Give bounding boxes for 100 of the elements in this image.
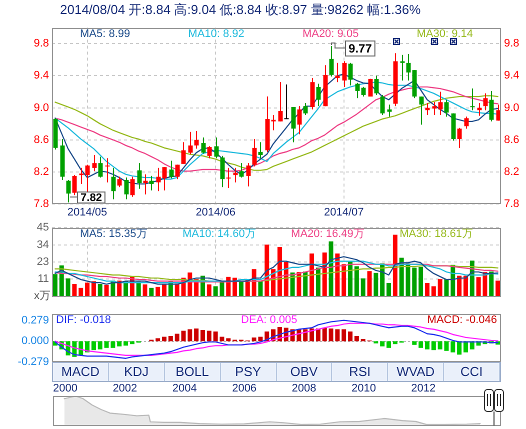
bar xyxy=(85,341,90,352)
bar xyxy=(104,284,109,296)
text: MA20: 9.05 xyxy=(302,28,359,40)
y-tick-label: 23 xyxy=(36,256,49,268)
bar xyxy=(117,280,122,296)
bar xyxy=(438,279,442,296)
series-label: MACD: -0.046 xyxy=(427,314,497,326)
bar xyxy=(238,280,244,296)
bar xyxy=(264,244,270,296)
x-tick-label: 2010 xyxy=(351,382,376,394)
bar xyxy=(380,341,385,346)
y-tick-label: -0.279 xyxy=(18,356,49,368)
x-tick-label: 2014/05 xyxy=(67,206,108,219)
candlestick xyxy=(111,167,116,200)
candlestick xyxy=(355,82,360,99)
y-tick-label: 9.4 xyxy=(34,70,49,82)
x-tick-label: 2008 xyxy=(292,382,316,394)
candlestick xyxy=(117,176,122,188)
bar xyxy=(52,274,58,296)
bar xyxy=(424,341,430,350)
y-tick-label: 8.6 xyxy=(34,134,49,146)
candlestick xyxy=(233,167,238,183)
x-tick-label: 2012 xyxy=(411,382,436,394)
bar xyxy=(98,341,102,350)
x-tick-label: 2002 xyxy=(112,382,138,394)
bar xyxy=(392,341,398,344)
bar xyxy=(98,284,102,296)
bar xyxy=(360,278,366,296)
candlestick xyxy=(143,174,148,195)
bar xyxy=(463,341,468,352)
bar xyxy=(232,278,238,296)
text: RSI xyxy=(332,363,388,381)
bar xyxy=(206,284,212,296)
text: PSY xyxy=(220,363,276,381)
candlestick xyxy=(246,162,251,187)
candlestick xyxy=(374,75,379,96)
bar xyxy=(457,341,462,355)
bar xyxy=(322,328,327,342)
x-tick-label: 2006 xyxy=(232,382,257,394)
candlestick xyxy=(149,175,154,191)
bar xyxy=(142,284,148,296)
series-label: DEA: 0.005 xyxy=(241,314,298,326)
bar xyxy=(149,288,154,296)
bar xyxy=(424,282,430,296)
bar xyxy=(136,282,141,296)
y-tick-label: 9.0 xyxy=(34,102,49,114)
bar xyxy=(392,234,398,296)
text: KDJ xyxy=(108,363,165,381)
text: MA30: 18.61万 xyxy=(400,228,473,240)
bar xyxy=(367,271,372,296)
y2-tick-label: 7.8 xyxy=(504,198,520,210)
bar xyxy=(412,268,417,296)
candlestick xyxy=(162,166,167,191)
text: MA5: 8.99 xyxy=(80,28,130,40)
bar xyxy=(450,341,456,352)
text: MA30: 9.14 xyxy=(416,28,473,40)
text: CCI xyxy=(444,363,500,381)
series-label: DIF: -0.018 xyxy=(56,314,112,326)
bar xyxy=(168,336,173,342)
candlestick xyxy=(207,146,212,159)
y2-tick-label: 9.8 xyxy=(504,38,520,50)
bar xyxy=(78,288,84,296)
bar xyxy=(194,328,199,342)
y-tick-label: 45 xyxy=(36,222,49,234)
text: OBV xyxy=(276,363,332,381)
y-tick-label: 34 xyxy=(36,238,49,251)
y2-tick-label: 9.4 xyxy=(504,70,520,82)
text: MA20: 16.49万 xyxy=(291,228,364,240)
bar xyxy=(206,330,212,342)
candlestick xyxy=(361,86,366,98)
text: MA5: 15.35万 xyxy=(80,228,148,240)
x-tick-label: 2014/06 xyxy=(196,206,236,219)
bar xyxy=(496,280,500,296)
bar xyxy=(342,329,346,342)
candlestick xyxy=(335,62,340,83)
bar xyxy=(316,268,320,296)
bar xyxy=(463,276,468,296)
text: BOLL xyxy=(164,363,221,381)
bar xyxy=(130,341,134,344)
bar xyxy=(91,341,96,350)
bar xyxy=(354,336,359,342)
bar xyxy=(85,282,90,296)
bar xyxy=(72,284,77,296)
text: MA10: 14.60万 xyxy=(182,228,256,240)
bar xyxy=(374,272,378,296)
bar xyxy=(342,264,346,296)
y-tick-label: 11 xyxy=(38,273,49,286)
bar xyxy=(386,341,391,348)
bar xyxy=(117,341,122,346)
candlestick xyxy=(457,127,462,148)
bar xyxy=(303,271,308,296)
candlestick xyxy=(124,177,129,200)
bar xyxy=(328,241,334,296)
text: WVAD xyxy=(388,363,444,381)
y-axis-title: x万 xyxy=(34,289,50,304)
bar xyxy=(162,336,166,342)
bar xyxy=(354,266,359,296)
y2-tick-label: 8.6 xyxy=(504,134,520,146)
bar xyxy=(418,266,424,296)
bar xyxy=(124,341,128,346)
